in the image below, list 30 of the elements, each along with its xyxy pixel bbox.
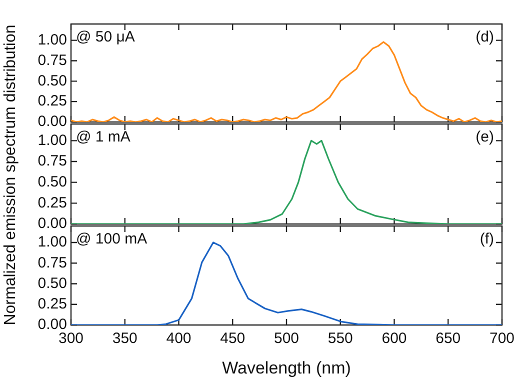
x-tick-label: 650 <box>436 330 461 348</box>
y-tick-label: 0.25 <box>38 92 67 110</box>
y-tick-label: 0.75 <box>38 152 67 170</box>
y-axis-title: Normalized emission spectrum distribution <box>2 24 20 326</box>
x-tick-label: 700 <box>489 330 515 348</box>
y-tick-label: 0.00 <box>38 215 67 232</box>
annotation: @ 1 mA <box>76 128 130 146</box>
annotation: (e) <box>476 128 494 146</box>
y-tick-label: 0.75 <box>38 254 67 272</box>
x-tick-label: 600 <box>382 330 407 348</box>
y-tick-label: 1.00 <box>38 31 67 48</box>
x-tick-label: 400 <box>166 330 192 348</box>
annotation: @ 50 μA <box>76 28 135 46</box>
y-tick-label: 0.25 <box>38 296 67 313</box>
annotation: @ 100 mA <box>76 230 148 248</box>
y-tick-label: 1.00 <box>38 234 67 251</box>
y-tick-label: 0.00 <box>38 113 67 130</box>
annotation: (d) <box>476 28 494 46</box>
x-tick-label: 450 <box>220 330 246 348</box>
y-tick-label: 1.00 <box>38 132 67 149</box>
x-tick-label: 500 <box>274 330 300 348</box>
x-axis-title: Wavelength (nm) <box>222 358 351 378</box>
x-tick-label: 550 <box>328 330 353 348</box>
annotation: (f) <box>480 230 494 248</box>
y-tick-label: 0.75 <box>38 52 67 69</box>
y-tick-label: 0.50 <box>38 72 67 90</box>
y-tick-label: 0.25 <box>38 194 67 212</box>
y-tick-label: 0.50 <box>38 173 67 190</box>
x-tick-label: 350 <box>112 330 138 348</box>
y-tick-label: 0.50 <box>38 274 67 292</box>
